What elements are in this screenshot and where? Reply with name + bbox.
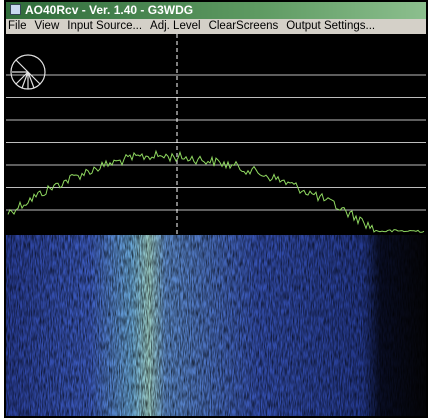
menu-item[interactable]: ClearScreens: [208, 20, 279, 32]
display: [6, 34, 426, 416]
menu-item[interactable]: View: [34, 20, 60, 32]
dial-icon: [10, 54, 46, 90]
menu-bar: File View Input Source... Adj. Level ClearSc…: [6, 19, 426, 34]
app-window: AO40Rcv - Ver. 1.40 - G3WDG File View Inpu…: [4, 0, 428, 418]
spectrum-trace: [7, 149, 425, 233]
window-title: AO40Rcv - Ver. 1.40 - G3WDG: [25, 3, 194, 17]
spectrum-bg: [6, 34, 426, 234]
grid: [6, 74, 426, 211]
title-bar: AO40Rcv - Ver. 1.40 - G3WDG: [6, 2, 426, 19]
waterfall-noise: [6, 235, 426, 416]
menu-item[interactable]: Adj. Level: [150, 20, 201, 32]
menu-item[interactable]: Input Source...: [67, 20, 143, 32]
menu-item[interactable]: File: [8, 20, 27, 32]
menu-item[interactable]: Output Settings...: [286, 20, 376, 32]
dial-spokes: [12, 59, 41, 89]
app-icon: [10, 4, 21, 15]
